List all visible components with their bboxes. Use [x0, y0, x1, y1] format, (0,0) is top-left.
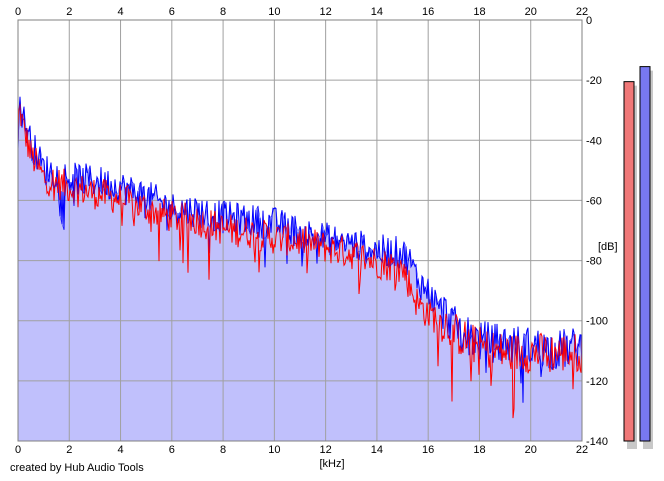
- y-axis-label: [dB]: [598, 241, 618, 253]
- level-meters: [623, 66, 653, 450]
- x-tick-label-top: 4: [117, 6, 123, 18]
- x-tick-label-bottom: 6: [169, 444, 175, 456]
- y-tick-label: -100: [586, 316, 608, 328]
- x-tick-label-top: 12: [320, 6, 332, 18]
- y-tick-label: -40: [586, 135, 602, 147]
- x-tick-label-top: 0: [15, 6, 21, 18]
- y-tick-label: -140: [586, 436, 608, 448]
- x-axis-label: [kHz]: [319, 458, 344, 470]
- x-tick-label-bottom: 10: [268, 444, 280, 456]
- x-tick-label-bottom: 14: [371, 444, 383, 456]
- x-tick-label-bottom: 20: [525, 444, 537, 456]
- x-tick-label-top: 16: [422, 6, 434, 18]
- y-tick-label: -60: [586, 195, 602, 207]
- left-level-meter: [623, 81, 635, 442]
- x-tick-label-bottom: 8: [220, 444, 226, 456]
- x-tick-label-top: 22: [576, 6, 588, 18]
- x-tick-label-bottom: 4: [117, 444, 123, 456]
- x-tick-label-top: 10: [268, 6, 280, 18]
- x-tick-label-bottom: 0: [15, 444, 21, 456]
- spectrum-area: [18, 96, 582, 442]
- y-tick-label: 0: [586, 15, 592, 27]
- x-tick-label-top: 14: [371, 6, 383, 18]
- spectrum-fill: [18, 96, 582, 442]
- x-tick-label-bottom: 18: [473, 444, 485, 456]
- x-tick-label-top: 2: [66, 6, 72, 18]
- plot-frame: [17, 19, 583, 442]
- x-tick-label-top: 6: [169, 6, 175, 18]
- right-level-meter: [639, 66, 651, 442]
- x-tick-label-top: 20: [525, 6, 537, 18]
- x-tick-label-top: 8: [220, 6, 226, 18]
- x-tick-label-bottom: 12: [320, 444, 332, 456]
- tick-labels: 002244668810101212141416161818202022220-…: [15, 6, 608, 456]
- x-tick-label-bottom: 2: [66, 444, 72, 456]
- x-tick-label-top: 18: [473, 6, 485, 18]
- x-tick-label-bottom: 16: [422, 444, 434, 456]
- y-tick-label: -20: [586, 75, 602, 87]
- right-channel-line-detail: [17, 96, 583, 373]
- y-tick-label: -120: [586, 376, 608, 388]
- y-tick-label: -80: [586, 256, 602, 268]
- spectrum-lines: [17, 96, 583, 419]
- credit-text: created by Hub Audio Tools: [10, 462, 144, 474]
- x-tick-label-bottom: 22: [576, 444, 588, 456]
